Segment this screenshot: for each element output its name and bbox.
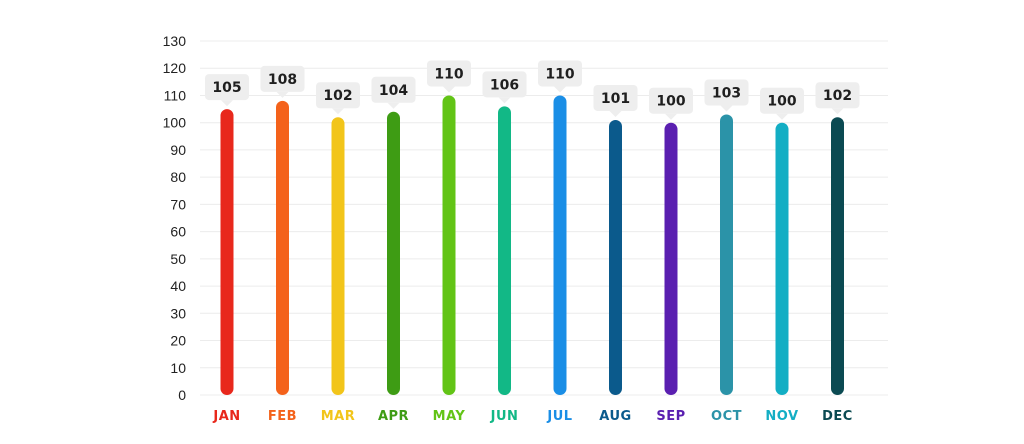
data-label-feb: 108: [260, 65, 305, 98]
x-tick-label: FEB: [268, 409, 297, 424]
data-label-value: 105: [212, 80, 241, 96]
x-tick-label: JAN: [212, 409, 240, 424]
bar-oct: [720, 114, 733, 396]
bar-dec: [831, 117, 844, 395]
callout-pointer: [776, 113, 788, 120]
y-tick-label: 70: [170, 196, 186, 212]
callout-box: [760, 87, 804, 114]
bar-jun: [498, 106, 511, 395]
x-tick-label: DEC: [822, 409, 853, 424]
data-label-may: 110: [427, 60, 471, 93]
data-label-jan: 105: [205, 74, 249, 107]
y-tick-label: 50: [170, 251, 186, 267]
x-tick-label: APR: [378, 409, 409, 424]
callout-box: [482, 71, 527, 98]
callout-pointer: [720, 105, 733, 112]
callout-box: [316, 82, 360, 109]
bar-nov: [775, 122, 789, 395]
callout-pointer: [221, 100, 233, 107]
y-tick-label: 20: [170, 333, 186, 349]
data-label-value: 100: [767, 94, 796, 110]
callout-box: [815, 82, 860, 109]
data-label-value: 108: [268, 72, 297, 88]
bar-apr: [387, 111, 400, 396]
callout-pointer: [276, 91, 289, 98]
data-label-value: 110: [434, 66, 463, 82]
bar-may: [442, 95, 456, 395]
callout-box: [205, 74, 249, 101]
callout-pointer: [831, 108, 844, 115]
data-label-value: 110: [545, 66, 574, 82]
callout-pointer: [665, 113, 677, 120]
data-label-value: 101: [601, 91, 630, 107]
callout-box: [593, 84, 638, 111]
x-tick-label: MAR: [321, 409, 356, 424]
y-tick-label: 60: [170, 224, 186, 240]
x-tick-label: AUG: [599, 409, 631, 424]
bar-aug: [609, 119, 622, 395]
data-label-mar: 102: [316, 82, 360, 115]
data-label-value: 100: [656, 94, 685, 110]
y-tick-label: 100: [163, 115, 187, 131]
callout-box: [649, 87, 693, 114]
data-label-dec: 102: [815, 82, 860, 115]
y-tick-label: 0: [178, 387, 186, 403]
data-label-value: 103: [712, 86, 741, 102]
y-tick-label: 90: [170, 142, 186, 158]
callout-pointer: [498, 97, 511, 104]
x-tick-label: OCT: [711, 409, 742, 424]
bar-sep: [664, 122, 678, 395]
callout-pointer: [609, 110, 622, 117]
bar-mar: [331, 117, 345, 395]
bar-jan: [220, 109, 234, 396]
callout-pointer: [332, 108, 344, 115]
data-label-jul: 110: [538, 60, 582, 93]
y-tick-label: 130: [163, 33, 187, 49]
data-labels: 105 108 102 104 110 106 110 101 100 103 100 102: [205, 60, 860, 120]
y-tick-label: 80: [170, 169, 186, 185]
y-tick-label: 30: [170, 305, 186, 321]
x-tick-label: JUL: [546, 409, 572, 424]
data-label-value: 102: [323, 88, 352, 104]
data-label-aug: 101: [593, 84, 638, 117]
data-label-oct: 103: [704, 79, 749, 112]
x-tick-label: JUN: [490, 409, 519, 424]
y-tick-label: 110: [164, 87, 187, 103]
y-axis-ticks: 0 10 20 30 40 50 60 70 80 90 100 110 120 130: [163, 33, 187, 403]
data-label-value: 102: [823, 88, 852, 104]
data-label-jun: 106: [482, 71, 527, 104]
bar-feb: [276, 100, 289, 396]
x-axis-ticks: JAN FEB MAR APR MAY JUN JUL AUG SEP OCT NOV DEC: [212, 409, 853, 424]
callout-pointer: [443, 86, 455, 93]
bar-jul: [553, 95, 567, 395]
y-tick-label: 120: [163, 60, 187, 76]
data-label-apr: 104: [371, 76, 416, 109]
y-tick-label: 10: [170, 360, 186, 376]
x-tick-label: MAY: [433, 409, 466, 424]
callout-box: [427, 60, 471, 87]
callout-box: [704, 79, 749, 106]
x-tick-label: NOV: [765, 409, 798, 424]
y-tick-label: 40: [170, 278, 186, 294]
callout-pointer: [554, 86, 566, 93]
bars: [220, 95, 844, 396]
data-label-value: 106: [490, 77, 519, 93]
data-label-nov: 100: [760, 87, 804, 120]
callout-box: [538, 60, 582, 87]
data-label-value: 104: [379, 83, 408, 99]
callout-box: [371, 76, 416, 103]
callout-box: [260, 65, 305, 92]
data-label-sep: 100: [649, 87, 693, 120]
callout-pointer: [387, 102, 400, 109]
x-tick-label: SEP: [656, 409, 685, 424]
